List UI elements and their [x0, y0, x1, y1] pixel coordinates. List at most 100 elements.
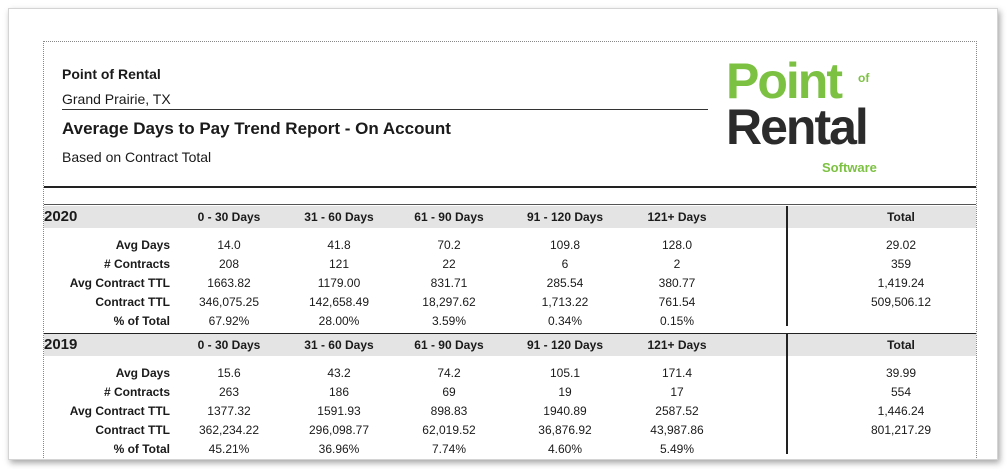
- column-header: 31 - 60 Days: [304, 210, 374, 224]
- total-cell: 554: [890, 385, 912, 399]
- table-cell: 1940.89: [543, 404, 587, 418]
- year-header-band: [44, 206, 976, 228]
- table-cell: 2: [673, 257, 681, 271]
- table-cell: 3.59%: [431, 314, 467, 328]
- table-cell: 109.8: [549, 238, 581, 252]
- logo-of-text: of: [858, 71, 870, 85]
- row-label: Avg Days: [115, 238, 170, 252]
- column-header: 0 - 30 Days: [197, 338, 261, 352]
- table-cell: 70.2: [437, 238, 461, 252]
- table-cell: 1591.93: [317, 404, 361, 418]
- total-cell: 1,419.24: [877, 276, 925, 290]
- table-cell: 14.0: [217, 238, 241, 252]
- column-header: 61 - 90 Days: [414, 338, 484, 352]
- point-of-rental-logo: Point of Rental Software: [726, 53, 896, 180]
- column-header: 31 - 60 Days: [304, 338, 374, 352]
- column-header: 91 - 120 Days: [526, 210, 604, 224]
- column-header: 0 - 30 Days: [197, 210, 261, 224]
- row-label: # Contracts: [103, 385, 170, 399]
- table-cell: 18,297.62: [422, 295, 476, 309]
- table-cell: 6: [561, 257, 569, 271]
- company-name: Point of Rental: [62, 66, 161, 82]
- row-label: % of Total: [113, 314, 170, 328]
- table-cell: 17: [670, 385, 684, 399]
- table-cell: 285.54: [546, 276, 584, 290]
- table-cell: 69: [442, 385, 456, 399]
- header-divider: [44, 186, 976, 188]
- total-cell: 359: [890, 257, 912, 271]
- table-cell: 22: [442, 257, 456, 271]
- column-header: 91 - 120 Days: [526, 338, 604, 352]
- table-top-rule: [44, 204, 976, 205]
- table-cell: 74.2: [437, 366, 461, 380]
- table-cell: 128.0: [661, 238, 693, 252]
- row-label: # Contracts: [103, 257, 170, 271]
- table-cell: 121: [328, 257, 350, 271]
- table-cell: 296,098.77: [308, 423, 370, 437]
- table-cell: 43,987.86: [650, 423, 704, 437]
- report-window: Point of Rental Grand Prairie, TX Averag…: [8, 8, 998, 460]
- row-label: % of Total: [113, 442, 170, 456]
- report-page: Point of Rental Grand Prairie, TX Averag…: [43, 41, 977, 459]
- company-city: Grand Prairie, TX: [62, 91, 171, 107]
- total-cell: 509,506.12: [870, 295, 932, 309]
- year-section-2020: 2020 0 - 30 Days 31 - 60 Days 61 - 90 Days 9…: [44, 206, 976, 332]
- year-header-band: [44, 334, 976, 356]
- table-cell: 186: [328, 385, 350, 399]
- year-section-2019: 2019 0 - 30 Days 31 - 60 Days 61 - 90 Days 9…: [44, 334, 976, 459]
- table-cell: 1179.00: [317, 276, 361, 290]
- column-header: 61 - 90 Days: [414, 210, 484, 224]
- row-label: Contract TTL: [95, 423, 170, 437]
- year-label: 2019: [44, 336, 78, 353]
- table-cell: 380.77: [658, 276, 696, 290]
- total-column-header: Total: [887, 338, 915, 352]
- table-cell: 1,713.22: [541, 295, 589, 309]
- table-cell: 142,658.49: [308, 295, 370, 309]
- table-cell: 171.4: [661, 366, 693, 380]
- year-label: 2020: [44, 208, 78, 225]
- row-label: Contract TTL: [95, 295, 170, 309]
- header-rule: [62, 109, 708, 110]
- row-label: Avg Days: [115, 366, 170, 380]
- logo-rental-text: Rental: [726, 99, 869, 155]
- table-cell: 28.00%: [318, 314, 360, 328]
- table-cell: 1377.32: [207, 404, 251, 418]
- total-cell: 29.02: [885, 238, 917, 252]
- total-divider: [786, 334, 788, 454]
- column-header: 121+ Days: [647, 210, 707, 224]
- table-cell: 62,019.52: [422, 423, 476, 437]
- table-cell: 4.60%: [547, 442, 583, 456]
- table-cell: 0.34%: [547, 314, 583, 328]
- total-cell: 1,446.24: [877, 404, 925, 418]
- total-cell: 801,217.29: [870, 423, 932, 437]
- table-cell: 208: [218, 257, 240, 271]
- table-cell: 67.92%: [208, 314, 250, 328]
- row-label: Avg Contract TTL: [69, 404, 170, 418]
- table-cell: 761.54: [658, 295, 696, 309]
- logo-point-text: Point: [726, 53, 843, 109]
- total-cell: 39.99: [885, 366, 917, 380]
- table-cell: 1663.82: [207, 276, 251, 290]
- table-cell: 831.71: [430, 276, 468, 290]
- table-cell: 43.2: [327, 366, 351, 380]
- table-cell: 263: [218, 385, 240, 399]
- table-cell: 19: [558, 385, 572, 399]
- table-cell: 36,876.92: [538, 423, 592, 437]
- column-header: 121+ Days: [647, 338, 707, 352]
- table-cell: 0.15%: [659, 314, 695, 328]
- table-cell: 5.49%: [659, 442, 695, 456]
- total-divider: [786, 206, 788, 326]
- table-cell: 45.21%: [208, 442, 250, 456]
- row-label: Avg Contract TTL: [69, 276, 170, 290]
- table-cell: 36.96%: [318, 442, 360, 456]
- report-subtitle: Based on Contract Total: [62, 149, 212, 165]
- table-cell: 41.8: [327, 238, 351, 252]
- logo-software-text: Software: [822, 160, 877, 175]
- table-cell: 7.74%: [431, 442, 467, 456]
- table-cell: 2587.52: [655, 404, 699, 418]
- table-cell: 362,234.22: [198, 423, 260, 437]
- table-cell: 15.6: [217, 366, 241, 380]
- report-title: Average Days to Pay Trend Report - On Ac…: [62, 119, 451, 138]
- total-column-header: Total: [887, 210, 915, 224]
- table-cell: 105.1: [549, 366, 581, 380]
